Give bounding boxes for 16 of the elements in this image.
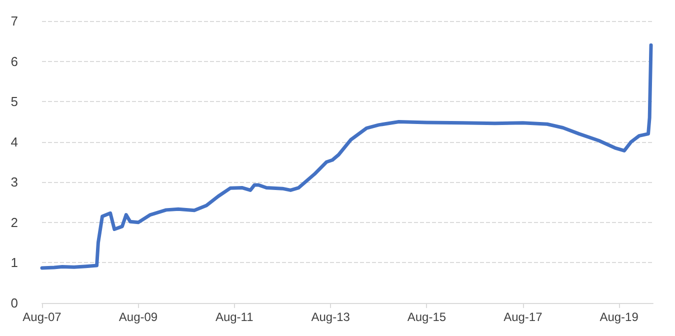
y-tick-label: 2 [10,214,18,230]
x-tick-label: Aug-11 [215,310,254,324]
x-tick-label: Aug-19 [600,310,639,324]
y-tick-label: 6 [10,54,18,69]
x-tick-label: Aug-17 [504,310,543,324]
x-tick-label: Aug-07 [22,310,62,324]
x-tick-label: Aug-13 [311,310,350,324]
y-tick-label: 5 [10,94,18,110]
y-tick-label: 0 [10,296,18,310]
x-tick-label: Aug-15 [407,310,446,324]
line-series [40,43,653,270]
y-tick-label: 7 [10,14,18,28]
y-tick-label: 1 [10,255,18,270]
x-tick-label: Aug-09 [118,310,158,324]
y-tick-label: 4 [10,134,18,150]
y-tick-label: 3 [10,174,18,190]
